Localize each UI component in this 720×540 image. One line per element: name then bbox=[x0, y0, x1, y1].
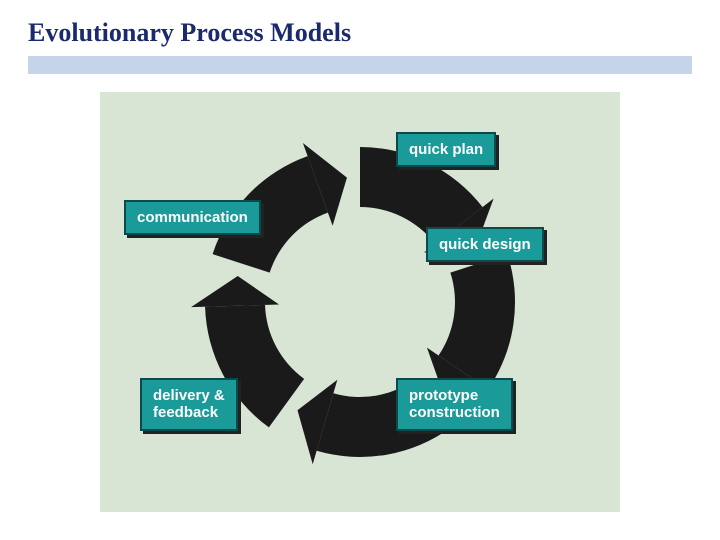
node-delivery-feedback: delivery & feedback bbox=[140, 378, 238, 431]
node-quick-design: quick design bbox=[426, 227, 544, 262]
page-title: Evolutionary Process Models bbox=[28, 18, 692, 48]
title-underline-bar bbox=[28, 56, 692, 74]
node-communication: communication bbox=[124, 200, 261, 235]
node-quick-plan: quick plan bbox=[396, 132, 496, 167]
header: Evolutionary Process Models bbox=[0, 0, 720, 80]
process-cycle-diagram: quick plan communication quick design deliv… bbox=[100, 92, 620, 512]
node-prototype-const: prototype construction bbox=[396, 378, 513, 431]
